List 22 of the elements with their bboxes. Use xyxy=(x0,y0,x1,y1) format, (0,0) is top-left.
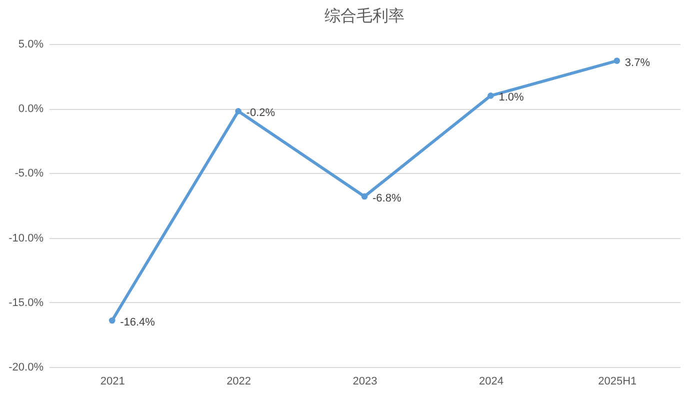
data-label: -0.2% xyxy=(246,107,276,120)
y-tick-label: -5.0% xyxy=(14,168,44,180)
data-label: -6.8% xyxy=(372,192,402,204)
data-label: 1.0% xyxy=(498,92,524,104)
y-tick-label: -15.0% xyxy=(8,296,44,309)
data-label: -16.4% xyxy=(120,316,156,328)
chart-title: 综合毛利率 xyxy=(324,7,404,25)
point xyxy=(235,108,242,114)
y-tick-label: 5.0% xyxy=(18,38,44,50)
x-tick-label: 2021 xyxy=(100,376,125,388)
x-tick-label: 2023 xyxy=(352,376,378,388)
y-tick-label: 0.0% xyxy=(18,103,44,116)
x-tick-label: 2022 xyxy=(226,376,252,388)
point xyxy=(361,193,368,200)
y-tick-label: -10.0% xyxy=(8,232,44,244)
point xyxy=(488,92,494,99)
point xyxy=(614,58,620,64)
x-tick-label: 2024 xyxy=(478,376,504,388)
point xyxy=(108,317,116,324)
x-tick-label: 2025H1 xyxy=(598,376,637,388)
y-tick-label: -20.0% xyxy=(8,362,44,374)
data-label: 3.7% xyxy=(624,56,650,69)
